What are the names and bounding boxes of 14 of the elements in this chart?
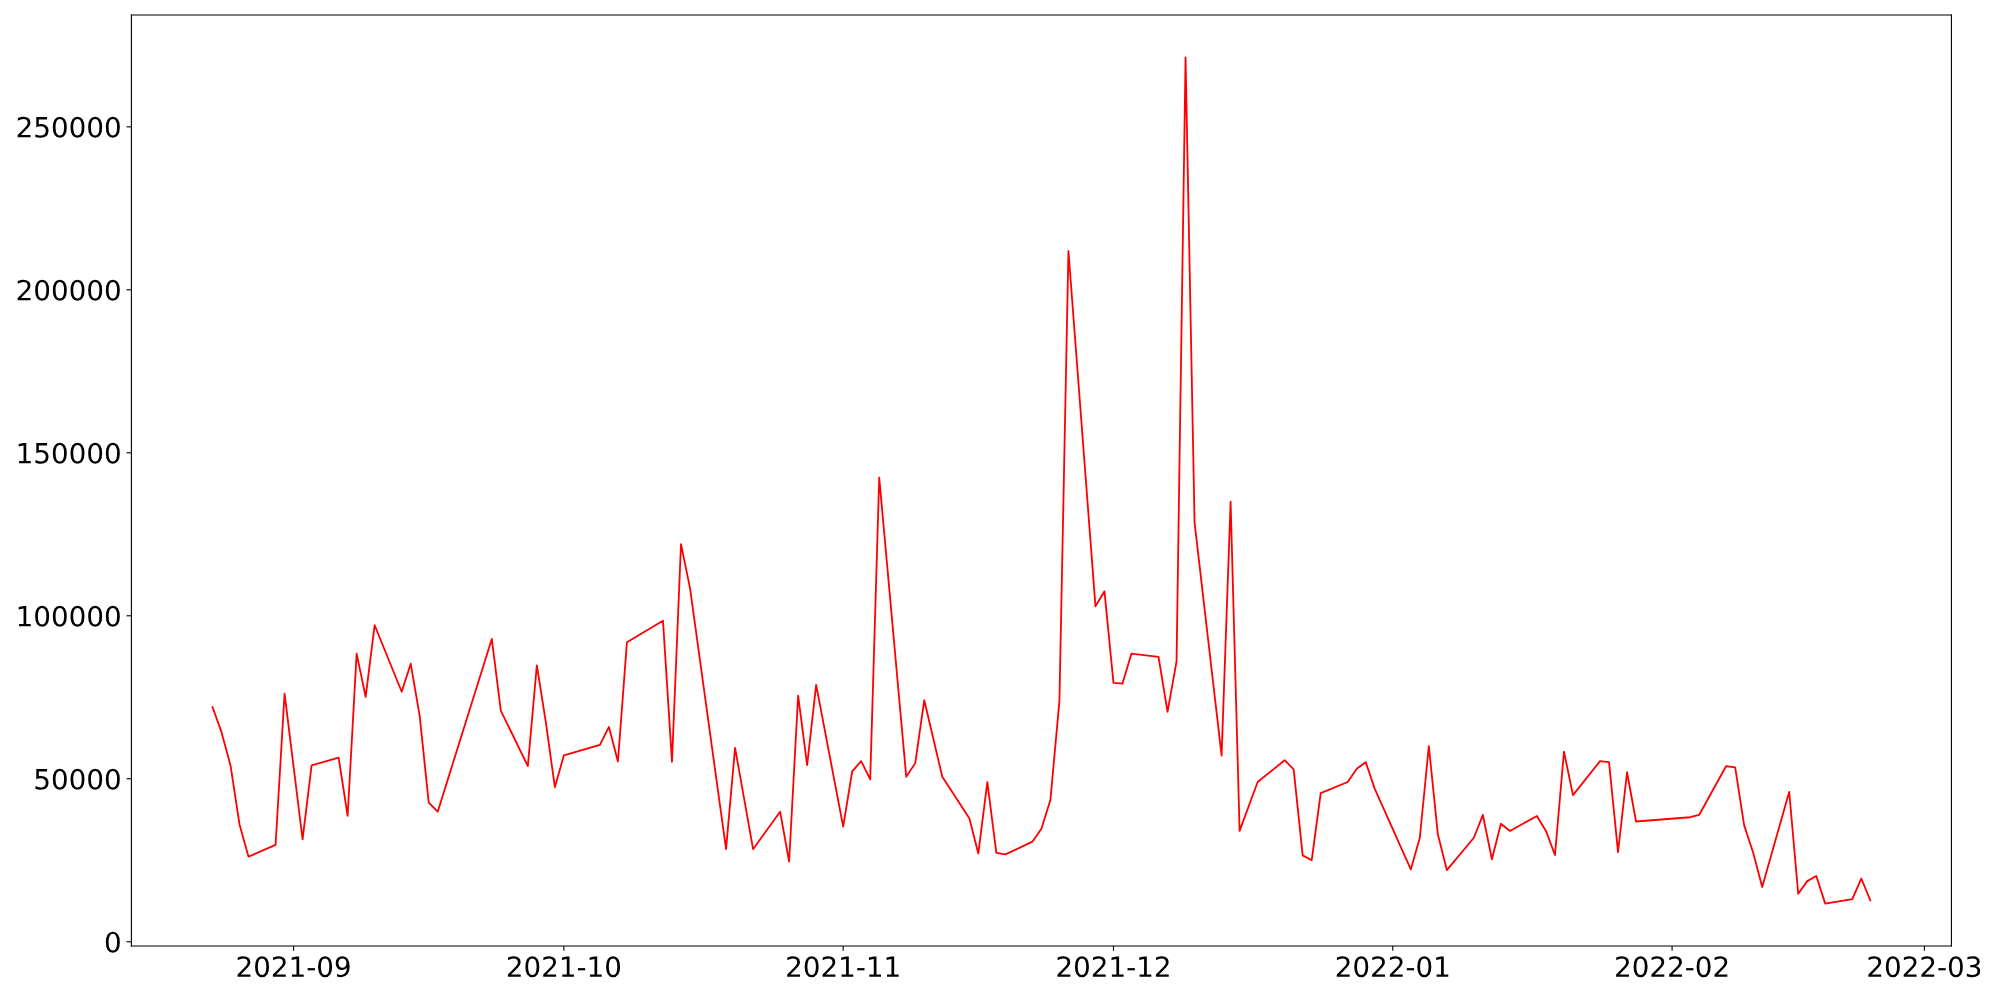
x-tick-label: 2021-10 [507,956,621,978]
x-tick-label: 2021-11 [787,956,899,978]
y-tick-label: 100000 [18,605,120,627]
x-tick-label: 2021-09 [237,956,350,978]
y-tick-label: 0 [105,931,120,953]
x-tick-label: 2022-03 [1868,956,1981,978]
y-tick-label: 150000 [18,442,120,464]
y-tick-label: 200000 [17,279,120,301]
x-tick-label: 2022-01 [1336,956,1449,978]
y-tick-label: 250000 [17,116,120,138]
y-tick-label: 50000 [35,768,120,790]
x-tick-label: 2022-02 [1616,956,1728,978]
x-tick-label: 2021-12 [1057,956,1169,978]
line-series [211,56,1872,905]
